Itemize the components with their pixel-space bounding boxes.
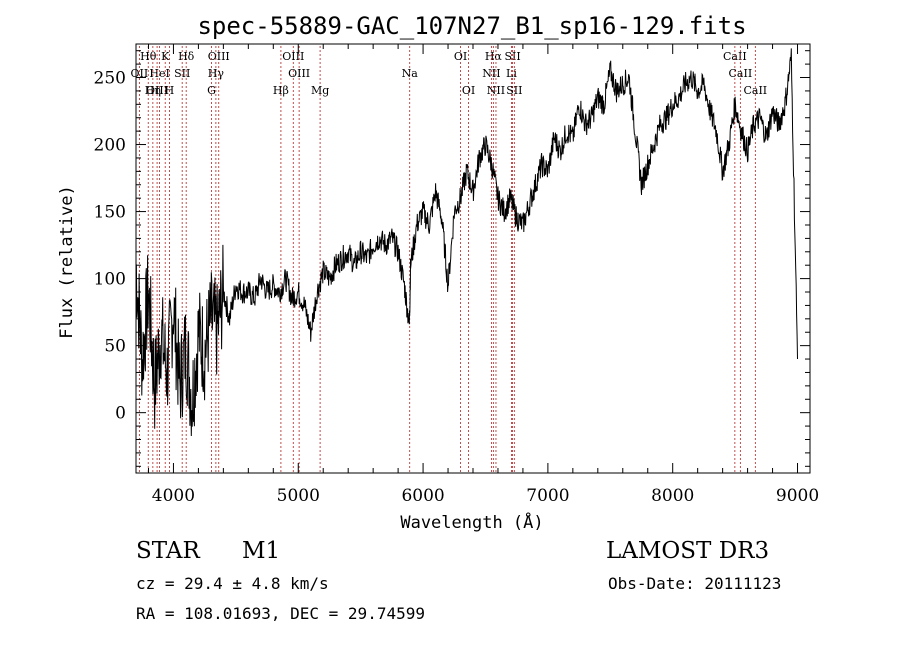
- y-tick-label: 100: [94, 270, 126, 290]
- y-axis: 0 50 100 150 200 250: [94, 50, 810, 467]
- line-label: NII: [487, 84, 505, 97]
- line-label: Na: [402, 67, 419, 80]
- object-subclass: M1: [242, 538, 281, 564]
- y-tick-label: 200: [94, 136, 126, 156]
- line-label: OI: [462, 84, 475, 97]
- line-label: Hθ: [140, 50, 157, 63]
- line-label: Hα: [485, 50, 503, 63]
- line-label: HeI: [149, 67, 169, 80]
- x-tick-label: 7000: [526, 486, 569, 506]
- y-tick-label: 0: [115, 404, 126, 424]
- survey-name: LAMOST DR3: [606, 538, 770, 564]
- object-class: STAR: [136, 538, 200, 564]
- flux-line: [135, 48, 798, 437]
- x-tick-label: 9000: [776, 486, 819, 506]
- line-label: K: [161, 50, 170, 63]
- line-label: CaII: [729, 67, 753, 80]
- y-tick-label: 250: [94, 69, 126, 89]
- line-label: CaII: [743, 84, 767, 97]
- line-label: OI: [454, 50, 467, 63]
- y-axis-label: Flux (relative): [57, 185, 77, 339]
- line-label: G: [207, 84, 216, 97]
- line-label: Hβ: [273, 84, 289, 97]
- line-label: CaII: [723, 50, 747, 63]
- x-axis-label: Wavelength (Å): [400, 511, 543, 533]
- line-label: OIII: [288, 67, 310, 80]
- line-label: SII: [504, 50, 520, 63]
- y-tick-label: 50: [104, 337, 126, 357]
- x-tick-label: 4000: [152, 486, 195, 506]
- line-label: SII: [506, 84, 522, 97]
- x-tick-label: 6000: [401, 486, 444, 506]
- line-label: Hη: [145, 84, 161, 97]
- flux-series: [135, 48, 798, 437]
- line-label: Mg: [311, 84, 329, 97]
- line-label: Hγ: [208, 67, 225, 80]
- line-label: OII: [131, 67, 149, 80]
- line-label: Hδ: [178, 50, 195, 63]
- line-label: Li: [506, 67, 517, 80]
- coordinates: RA = 108.01693, DEC = 29.74599: [136, 604, 425, 623]
- y-tick-label: 150: [94, 203, 126, 223]
- line-label: NII: [482, 67, 500, 80]
- line-label: OIII: [282, 50, 304, 63]
- line-label: SII: [174, 67, 190, 80]
- x-tick-label: 8000: [651, 486, 694, 506]
- line-label: H: [165, 84, 175, 97]
- chart-title: spec-55889-GAC_107N27_B1_sp16-129.fits: [197, 12, 746, 40]
- line-label: OIII: [208, 50, 230, 63]
- redshift-velocity: cz = 29.4 ± 4.8 km/s: [136, 574, 329, 593]
- observation-date: Obs-Date: 20111123: [608, 574, 782, 593]
- x-tick-label: 5000: [277, 486, 320, 506]
- x-axis: 4000 5000 6000 7000 8000 9000: [147, 44, 819, 506]
- line-label: OIII: [146, 84, 168, 97]
